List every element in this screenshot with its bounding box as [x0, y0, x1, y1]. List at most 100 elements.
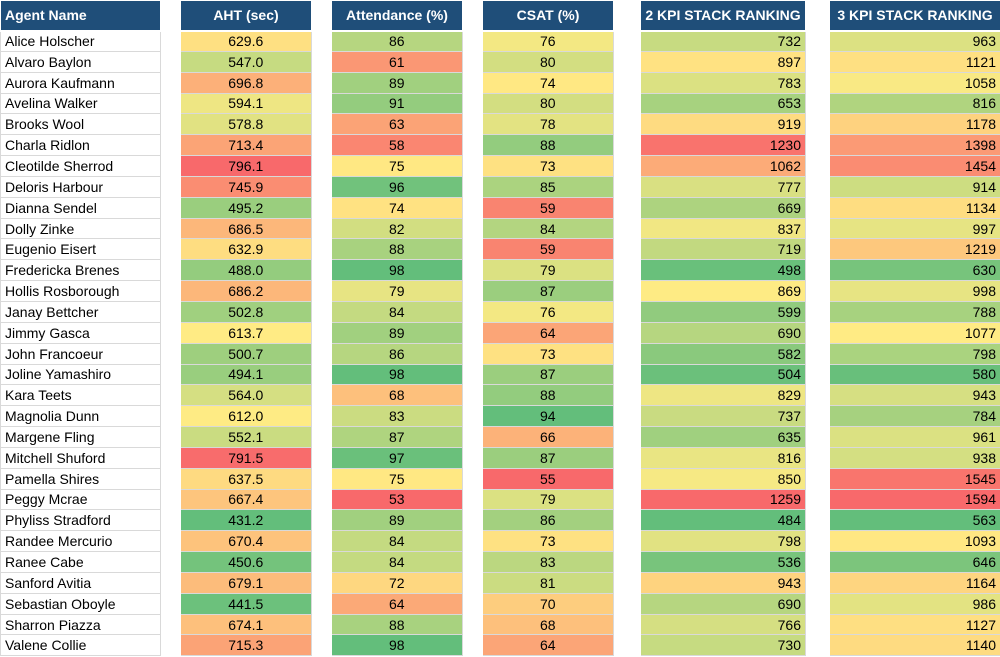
csat-cell[interactable]: 88 — [482, 384, 614, 407]
kpi3-ranking-cell[interactable]: 1058 — [829, 72, 1000, 94]
kpi2-ranking-cell[interactable]: 1259 — [640, 489, 806, 511]
attendance-cell[interactable]: 86 — [331, 30, 463, 52]
kpi2-ranking-cell[interactable]: 777 — [640, 176, 806, 198]
kpi2-ranking-cell[interactable]: 869 — [640, 280, 806, 302]
kpi2-ranking-cell[interactable]: 737 — [640, 405, 806, 428]
aht-cell[interactable]: 431.2 — [180, 509, 312, 532]
agent-name-cell[interactable]: Cleotilde Sherrod — [0, 155, 161, 177]
kpi2-ranking-cell[interactable]: 669 — [640, 197, 806, 219]
kpi2-ranking-cell[interactable]: 850 — [640, 468, 806, 490]
kpi2-ranking-cell[interactable]: 783 — [640, 72, 806, 94]
aht-cell[interactable]: 715.3 — [180, 634, 312, 657]
csat-cell[interactable]: 80 — [482, 51, 614, 73]
attendance-cell[interactable]: 89 — [331, 72, 463, 94]
agent-name-cell[interactable]: Alice Holscher — [0, 30, 161, 52]
attendance-cell[interactable]: 58 — [331, 134, 463, 157]
attendance-cell[interactable]: 84 — [331, 530, 463, 553]
csat-cell[interactable]: 85 — [482, 176, 614, 198]
header-agent-name[interactable]: Agent Name — [0, 0, 161, 32]
kpi2-ranking-cell[interactable]: 498 — [640, 259, 806, 282]
kpi3-ranking-cell[interactable]: 1594 — [829, 489, 1000, 511]
attendance-cell[interactable]: 96 — [331, 176, 463, 198]
aht-cell[interactable]: 594.1 — [180, 93, 312, 115]
aht-cell[interactable]: 500.7 — [180, 343, 312, 365]
aht-cell[interactable]: 713.4 — [180, 134, 312, 157]
attendance-cell[interactable]: 75 — [331, 155, 463, 177]
aht-cell[interactable]: 686.5 — [180, 218, 312, 240]
kpi2-ranking-cell[interactable]: 599 — [640, 301, 806, 323]
agent-name-cell[interactable]: Aurora Kaufmann — [0, 72, 161, 94]
agent-name-cell[interactable]: Sharron Piazza — [0, 614, 161, 636]
kpi3-ranking-cell[interactable]: 998 — [829, 280, 1000, 302]
kpi2-ranking-cell[interactable]: 732 — [640, 30, 806, 52]
csat-cell[interactable]: 76 — [482, 30, 614, 52]
csat-cell[interactable]: 64 — [482, 322, 614, 344]
agent-name-cell[interactable]: Dolly Zinke — [0, 218, 161, 240]
csat-cell[interactable]: 86 — [482, 509, 614, 532]
csat-cell[interactable]: 87 — [482, 447, 614, 469]
attendance-cell[interactable]: 72 — [331, 572, 463, 594]
agent-name-cell[interactable]: Janay Bettcher — [0, 301, 161, 323]
kpi2-ranking-cell[interactable]: 719 — [640, 238, 806, 261]
kpi2-ranking-cell[interactable]: 536 — [640, 551, 806, 573]
kpi2-ranking-cell[interactable]: 690 — [640, 593, 806, 615]
csat-cell[interactable]: 73 — [482, 343, 614, 365]
kpi3-ranking-cell[interactable]: 1134 — [829, 197, 1000, 219]
kpi3-ranking-cell[interactable]: 1454 — [829, 155, 1000, 177]
kpi3-ranking-cell[interactable]: 1077 — [829, 322, 1000, 344]
agent-name-cell[interactable]: John Francoeur — [0, 343, 161, 365]
kpi2-ranking-cell[interactable]: 690 — [640, 322, 806, 344]
kpi2-ranking-cell[interactable]: 829 — [640, 384, 806, 407]
kpi2-ranking-cell[interactable]: 582 — [640, 343, 806, 365]
aht-cell[interactable]: 629.6 — [180, 30, 312, 52]
attendance-cell[interactable]: 82 — [331, 218, 463, 240]
attendance-cell[interactable]: 88 — [331, 614, 463, 636]
kpi3-ranking-cell[interactable]: 788 — [829, 301, 1000, 323]
kpi2-ranking-cell[interactable]: 730 — [640, 634, 806, 657]
kpi3-ranking-cell[interactable]: 914 — [829, 176, 1000, 198]
agent-name-cell[interactable]: Randee Mercurio — [0, 530, 161, 553]
agent-name-cell[interactable]: Margene Fling — [0, 426, 161, 448]
kpi3-ranking-cell[interactable]: 961 — [829, 426, 1000, 448]
agent-name-cell[interactable]: Brooks Wool — [0, 113, 161, 136]
agent-name-cell[interactable]: Ranee Cabe — [0, 551, 161, 573]
attendance-cell[interactable]: 87 — [331, 426, 463, 448]
aht-cell[interactable]: 796.1 — [180, 155, 312, 177]
attendance-cell[interactable]: 53 — [331, 489, 463, 511]
csat-cell[interactable]: 73 — [482, 155, 614, 177]
agent-name-cell[interactable]: Alvaro Baylon — [0, 51, 161, 73]
attendance-cell[interactable]: 89 — [331, 509, 463, 532]
csat-cell[interactable]: 64 — [482, 634, 614, 657]
aht-cell[interactable]: 547.0 — [180, 51, 312, 73]
attendance-cell[interactable]: 98 — [331, 634, 463, 657]
kpi3-ranking-cell[interactable]: 630 — [829, 259, 1000, 282]
kpi3-ranking-cell[interactable]: 1219 — [829, 238, 1000, 261]
aht-cell[interactable]: 613.7 — [180, 322, 312, 344]
kpi3-ranking-cell[interactable]: 986 — [829, 593, 1000, 615]
csat-cell[interactable]: 84 — [482, 218, 614, 240]
agent-name-cell[interactable]: Mitchell Shuford — [0, 447, 161, 469]
aht-cell[interactable]: 495.2 — [180, 197, 312, 219]
aht-cell[interactable]: 578.8 — [180, 113, 312, 136]
kpi3-ranking-cell[interactable]: 963 — [829, 30, 1000, 52]
kpi3-ranking-cell[interactable]: 997 — [829, 218, 1000, 240]
kpi3-ranking-cell[interactable]: 1398 — [829, 134, 1000, 157]
attendance-cell[interactable]: 98 — [331, 259, 463, 282]
csat-cell[interactable]: 68 — [482, 614, 614, 636]
kpi3-ranking-cell[interactable]: 646 — [829, 551, 1000, 573]
aht-cell[interactable]: 745.9 — [180, 176, 312, 198]
agent-name-cell[interactable]: Valene Collie — [0, 634, 161, 657]
agent-name-cell[interactable]: Pamella Shires — [0, 468, 161, 490]
attendance-cell[interactable]: 97 — [331, 447, 463, 469]
header-3kpi-ranking[interactable]: 3 KPI STACK RANKING — [829, 0, 1000, 32]
aht-cell[interactable]: 686.2 — [180, 280, 312, 302]
csat-cell[interactable]: 88 — [482, 134, 614, 157]
aht-cell[interactable]: 791.5 — [180, 447, 312, 469]
csat-cell[interactable]: 70 — [482, 593, 614, 615]
aht-cell[interactable]: 632.9 — [180, 238, 312, 261]
aht-cell[interactable]: 441.5 — [180, 593, 312, 615]
agent-name-cell[interactable]: Dianna Sendel — [0, 197, 161, 219]
agent-name-cell[interactable]: Phyliss Stradford — [0, 509, 161, 532]
agent-name-cell[interactable]: Deloris Harbour — [0, 176, 161, 198]
aht-cell[interactable]: 637.5 — [180, 468, 312, 490]
